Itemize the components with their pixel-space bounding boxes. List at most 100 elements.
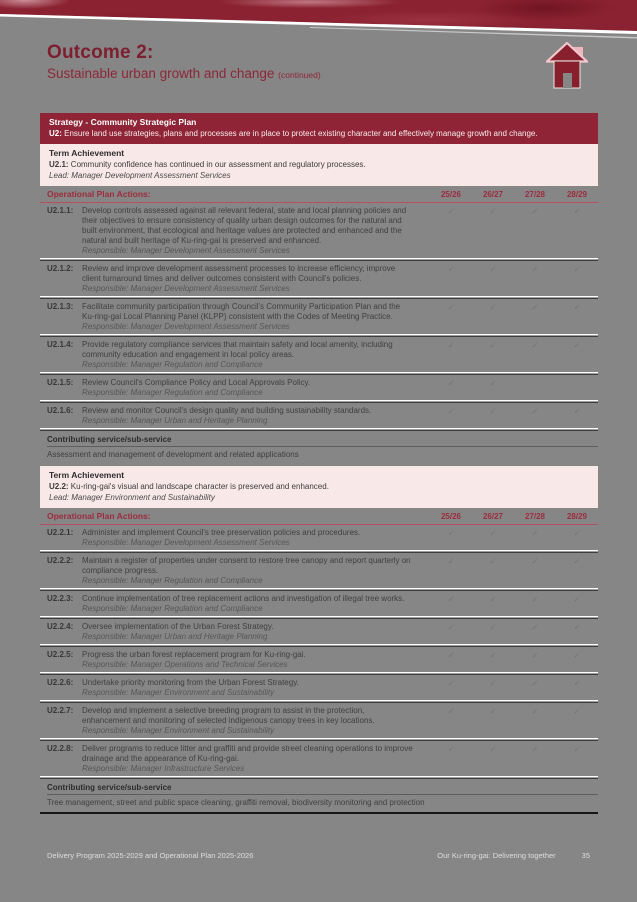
- action-code: U2.2.3:: [47, 594, 74, 603]
- term-achievement-u22: Term Achievement U2.2: Ku-ring-gai's vis…: [40, 466, 598, 508]
- contributing-heading: Contributing service/sub-service: [47, 783, 172, 792]
- year-col: 25/26: [440, 189, 462, 199]
- action-responsible: Responsible: Manager Urban and Heritage …: [82, 416, 268, 425]
- check-mark: ✓: [489, 206, 497, 216]
- check-mark: ✓: [531, 706, 539, 716]
- opa-year-columns: 25/26 26/27 27/28 28/29: [430, 190, 598, 199]
- year-col: 28/29: [566, 511, 588, 521]
- action-code: U2.1.1:: [47, 206, 74, 215]
- row-divider: [40, 776, 598, 779]
- opa-label: Operational Plan Actions:: [47, 511, 151, 521]
- action-checks: ✓ ✓ ✓ ✓: [430, 302, 598, 332]
- page-subtitle: Sustainable urban growth and change (con…: [47, 66, 321, 81]
- year-col: 26/27: [482, 189, 504, 199]
- contributing-service-u22: Contributing service/sub-service Tree ma…: [40, 779, 598, 814]
- check-mark: ✓: [531, 744, 539, 754]
- action-row-u222: U2.2.2: Maintain a register of propertie…: [40, 553, 598, 588]
- action-checks: ✓ ✓ ✓ ✓: [430, 556, 598, 586]
- check-mark: ✓: [531, 622, 539, 632]
- action-checks: ✓ ✓ ✓ ✓: [430, 264, 598, 294]
- action-text: Oversee implementation of the Urban Fore…: [82, 622, 274, 631]
- content-column: Strategy - Community Strategic Plan U2: …: [40, 113, 598, 814]
- check-mark: ✓: [573, 622, 581, 632]
- footer-document-title: Delivery Program 2025-2029 and Operation…: [47, 851, 254, 860]
- check-mark: ✓: [531, 678, 539, 688]
- term-code: U2.1:: [49, 160, 69, 169]
- action-row-u211: U2.1.1: Develop controls assessed agains…: [40, 203, 598, 258]
- check-mark: ✓: [573, 744, 581, 754]
- check-mark: ✓: [447, 706, 455, 716]
- term-lead: Lead: Manager Environment and Sustainabi…: [49, 493, 215, 502]
- check-mark: ✓: [447, 406, 455, 416]
- check-mark: ✓: [531, 406, 539, 416]
- action-responsible: Responsible: Manager Regulation and Comp…: [82, 576, 263, 585]
- check-mark: ✓: [447, 744, 455, 754]
- action-row-u215: U2.1.5: Review Council's Compliance Poli…: [40, 375, 598, 400]
- check-mark: ✓: [573, 340, 581, 350]
- action-checks: ✓ ✓: [430, 378, 598, 398]
- contributing-text: Assessment and management of development…: [47, 450, 299, 459]
- action-responsible: Responsible: Manager Operations and Tech…: [82, 660, 288, 669]
- check-mark: ✓: [573, 406, 581, 416]
- check-mark: [514, 378, 556, 388]
- check-mark: ✓: [447, 650, 455, 660]
- check-mark: ✓: [489, 594, 497, 604]
- action-responsible: Responsible: Manager Environment and Sus…: [82, 688, 275, 697]
- check-mark: ✓: [573, 594, 581, 604]
- row-divider: [40, 588, 598, 591]
- opa-label: Operational Plan Actions:: [47, 189, 151, 199]
- action-row-u214: U2.1.4: Provide regulatory compliance se…: [40, 337, 598, 372]
- action-responsible: Responsible: Manager Development Assessm…: [82, 246, 290, 255]
- action-text: Review Council's Compliance Policy and L…: [82, 378, 311, 387]
- footer-tagline: Our Ku-ring-gai: Delivering together: [437, 851, 556, 860]
- check-mark: ✓: [489, 744, 497, 754]
- term-text: U2.1: Community confidence has continued…: [49, 159, 589, 170]
- page-title: Outcome 2:: [47, 42, 154, 63]
- action-code: U2.2.1:: [47, 528, 74, 537]
- strategy-heading: Strategy - Community Strategic Plan: [49, 117, 197, 127]
- action-responsible: Responsible: Manager Environment and Sus…: [82, 726, 275, 735]
- check-mark: ✓: [489, 406, 497, 416]
- check-mark: ✓: [447, 378, 455, 388]
- action-responsible: Responsible: Manager Development Assessm…: [82, 284, 290, 293]
- term-heading: Term Achievement: [49, 148, 125, 158]
- check-mark: ✓: [489, 622, 497, 632]
- check-mark: ✓: [447, 302, 455, 312]
- check-mark: ✓: [573, 556, 581, 566]
- action-row-u216: U2.1.6: Review and monitor Council's des…: [40, 403, 598, 428]
- action-row-u213: U2.1.3: Facilitate community participati…: [40, 299, 598, 334]
- strategy-text: U2: Ensure land use strategies, plans an…: [49, 128, 589, 139]
- check-mark: ✓: [489, 678, 497, 688]
- check-mark: ✓: [573, 706, 581, 716]
- row-divider: [40, 372, 598, 375]
- term-achievement-u21: Term Achievement U2.1: Community confide…: [40, 144, 598, 186]
- year-col: 25/26: [440, 511, 462, 521]
- action-row-u226: U2.2.6: Undertake priority monitoring fr…: [40, 675, 598, 700]
- action-row-u225: U2.2.5: Progress the urban forest replac…: [40, 647, 598, 672]
- row-divider: [40, 700, 598, 703]
- check-mark: ✓: [531, 594, 539, 604]
- check-mark: ✓: [447, 528, 455, 538]
- check-mark: ✓: [531, 528, 539, 538]
- action-checks: ✓ ✓ ✓ ✓: [430, 206, 598, 256]
- home-icon[interactable]: [544, 41, 590, 90]
- check-mark: ✓: [447, 264, 455, 274]
- action-row-u221: U2.2.1: Administer and implement Council…: [40, 525, 598, 550]
- home-icon-svg: [544, 41, 590, 89]
- action-checks: ✓ ✓ ✓ ✓: [430, 706, 598, 736]
- page-subtitle-continued: (continued): [278, 70, 321, 80]
- action-text: Progress the urban forest replacement pr…: [82, 650, 306, 659]
- row-divider: [40, 550, 598, 553]
- action-responsible: Responsible: Manager Regulation and Comp…: [82, 388, 263, 397]
- term-description: Community confidence has continued in ou…: [68, 160, 366, 169]
- strategy-description: Ensure land use strategies, plans and pr…: [61, 129, 538, 138]
- page-footer: Delivery Program 2025-2029 and Operation…: [47, 851, 590, 860]
- action-checks: ✓ ✓ ✓ ✓: [430, 744, 598, 774]
- action-checks: ✓ ✓ ✓ ✓: [430, 528, 598, 548]
- action-code: U2.1.5:: [47, 378, 74, 387]
- action-row-u223: U2.2.3: Continue implementation of tree …: [40, 591, 598, 616]
- year-col: 26/27: [482, 511, 504, 521]
- action-code: U2.2.4:: [47, 622, 74, 631]
- action-row-u212: U2.1.2: Review and improve development a…: [40, 261, 598, 296]
